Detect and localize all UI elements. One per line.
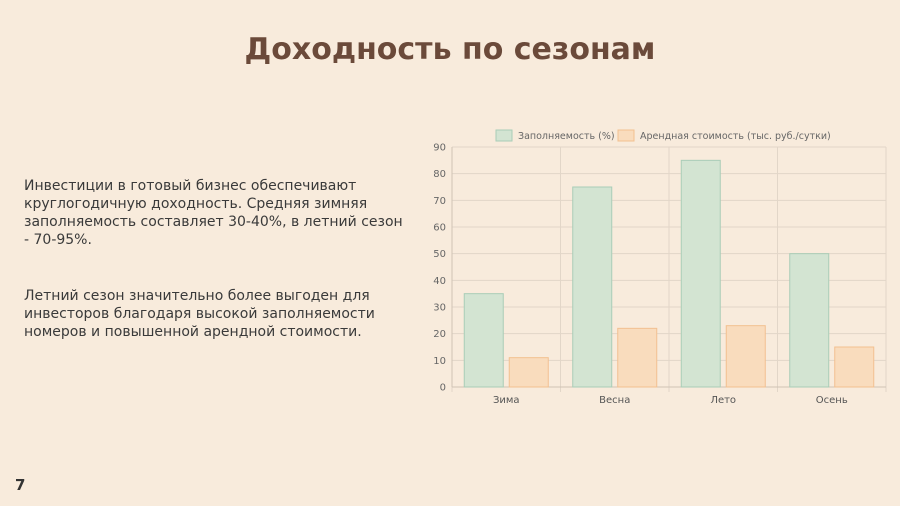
bar-Весна-1 [617, 327, 658, 388]
y-tick-10: 10 [433, 356, 446, 367]
y-tick-90: 90 [433, 143, 446, 154]
bar-Весна-0 [572, 186, 613, 388]
x-tick-3: Осень [816, 395, 848, 406]
seasonal-bar-chart: Заполняемость (%) Арендная стоимость (тыс… [433, 129, 887, 406]
paragraph-occupancy: Инвестиции в готовый бизнес обеспечивают… [24, 178, 403, 248]
x-tick-0: Зима [493, 395, 520, 406]
bar-Зима-1 [508, 357, 549, 388]
x-tick-2: Лето [710, 395, 736, 406]
bar-Осень-0 [789, 253, 830, 388]
legend-label-1: Арендная стоимость (тыс. руб./сутки) [640, 131, 831, 142]
bar-Зима-0 [463, 293, 504, 388]
y-tick-40: 40 [433, 276, 446, 287]
slide-title: Доходность по сезонам [244, 32, 656, 67]
y-tick-70: 70 [433, 196, 446, 207]
y-tick-80: 80 [433, 169, 446, 180]
page-number: 7 [15, 476, 26, 494]
y-tick-20: 20 [433, 329, 446, 340]
paragraph-summer: Летний сезон значительно более выгоден д… [24, 288, 375, 340]
y-tick-30: 30 [433, 303, 446, 314]
y-tick-60: 60 [433, 223, 446, 234]
y-tick-50: 50 [433, 249, 446, 260]
text-block-1: Инвестиции в готовый бизнес обеспечивают… [24, 177, 404, 249]
bar-Лето-0 [680, 159, 721, 388]
bar-Осень-1 [834, 346, 875, 388]
y-tick-0: 0 [440, 383, 446, 394]
bar-Лето-1 [725, 325, 766, 388]
legend-swatch-0 [495, 129, 513, 142]
text-block-2: Летний сезон значительно более выгоден д… [24, 287, 404, 341]
legend-swatch-1 [617, 129, 635, 142]
x-tick-1: Весна [599, 395, 630, 406]
legend-label-0: Заполняемость (%) [518, 131, 615, 142]
